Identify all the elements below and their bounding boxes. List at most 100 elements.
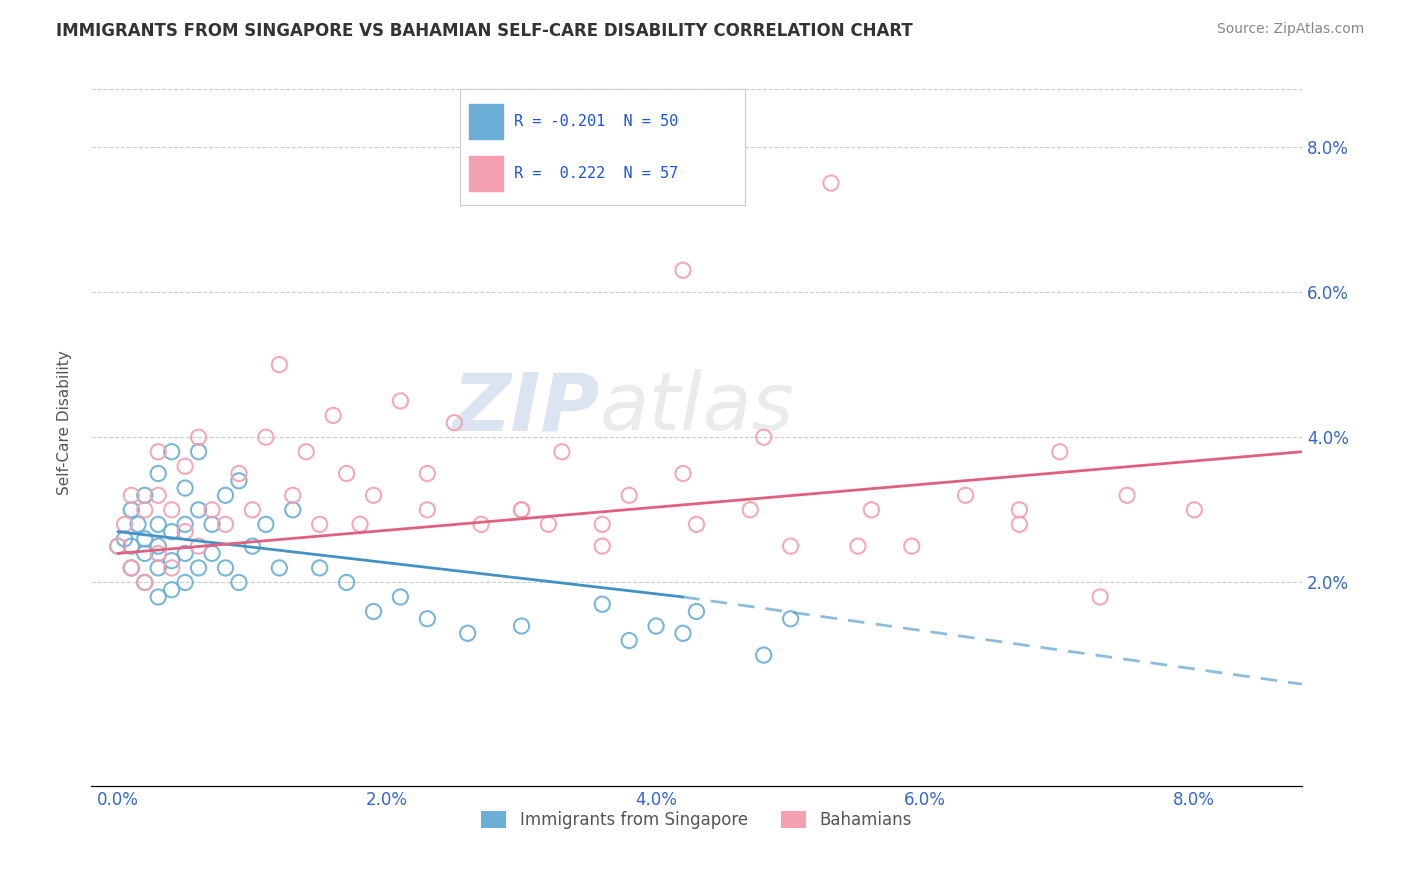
Point — [820, 176, 842, 190]
Point — [187, 503, 209, 517]
Point — [295, 444, 318, 458]
Point — [672, 263, 695, 277]
Point — [174, 459, 197, 474]
Point — [416, 612, 439, 626]
Point — [160, 444, 183, 458]
Text: Source: ZipAtlas.com: Source: ZipAtlas.com — [1216, 22, 1364, 37]
Point — [779, 539, 801, 553]
Point — [752, 430, 775, 444]
Point — [389, 393, 412, 408]
Point — [120, 561, 142, 575]
Point — [148, 517, 170, 532]
Point — [201, 503, 224, 517]
Point — [1008, 503, 1031, 517]
Point — [591, 539, 613, 553]
Point — [363, 605, 385, 619]
Point — [228, 467, 250, 481]
Point — [120, 503, 142, 517]
Point — [160, 582, 183, 597]
Point — [281, 488, 304, 502]
Point — [134, 546, 156, 560]
Point — [510, 503, 533, 517]
Point — [120, 488, 142, 502]
Point — [685, 605, 707, 619]
Point — [148, 467, 170, 481]
Point — [752, 648, 775, 662]
Point — [685, 517, 707, 532]
Point — [416, 503, 439, 517]
Point — [160, 524, 183, 539]
Point — [242, 503, 264, 517]
Point — [1182, 503, 1205, 517]
Point — [740, 503, 762, 517]
Point — [187, 561, 209, 575]
Point — [645, 619, 668, 633]
Point — [510, 619, 533, 633]
Point — [336, 575, 359, 590]
Point — [254, 517, 277, 532]
Point — [201, 546, 224, 560]
Point — [336, 467, 359, 481]
Point — [214, 561, 236, 575]
Point — [187, 539, 209, 553]
Point — [779, 612, 801, 626]
Point — [174, 481, 197, 495]
Point — [617, 488, 640, 502]
Text: ZIP: ZIP — [453, 369, 599, 447]
Point — [1088, 590, 1111, 604]
Point — [470, 517, 492, 532]
Point — [120, 561, 142, 575]
Point — [672, 626, 695, 640]
Point — [134, 503, 156, 517]
Point — [242, 539, 264, 553]
Point — [308, 517, 330, 532]
Point — [201, 517, 224, 532]
Point — [1049, 444, 1071, 458]
Point — [148, 546, 170, 560]
Legend: Immigrants from Singapore, Bahamians: Immigrants from Singapore, Bahamians — [475, 804, 918, 836]
Point — [389, 590, 412, 604]
Point — [349, 517, 371, 532]
Point — [148, 590, 170, 604]
Y-axis label: Self-Care Disability: Self-Care Disability — [58, 351, 72, 495]
Point — [160, 561, 183, 575]
Point — [254, 430, 277, 444]
Point — [457, 626, 479, 640]
Point — [120, 539, 142, 553]
Point — [148, 561, 170, 575]
Point — [160, 554, 183, 568]
Point — [214, 517, 236, 532]
Point — [281, 503, 304, 517]
Point — [187, 444, 209, 458]
Point — [148, 488, 170, 502]
Point — [269, 561, 291, 575]
Point — [134, 575, 156, 590]
Point — [900, 539, 922, 553]
Point — [114, 532, 136, 546]
Point — [672, 467, 695, 481]
Text: IMMIGRANTS FROM SINGAPORE VS BAHAMIAN SELF-CARE DISABILITY CORRELATION CHART: IMMIGRANTS FROM SINGAPORE VS BAHAMIAN SE… — [56, 22, 912, 40]
Point — [228, 474, 250, 488]
Point — [510, 503, 533, 517]
Point — [187, 430, 209, 444]
Point — [591, 517, 613, 532]
Point — [148, 444, 170, 458]
Point — [114, 517, 136, 532]
Point — [443, 416, 465, 430]
Point — [363, 488, 385, 502]
Point — [174, 517, 197, 532]
Point — [551, 444, 574, 458]
Point — [134, 532, 156, 546]
Point — [174, 524, 197, 539]
Point — [416, 467, 439, 481]
Point — [107, 539, 129, 553]
Point — [214, 488, 236, 502]
Point — [955, 488, 977, 502]
Point — [134, 488, 156, 502]
Point — [1116, 488, 1139, 502]
Point — [860, 503, 883, 517]
Point — [617, 633, 640, 648]
Point — [134, 575, 156, 590]
Point — [269, 358, 291, 372]
Text: atlas: atlas — [599, 369, 794, 447]
